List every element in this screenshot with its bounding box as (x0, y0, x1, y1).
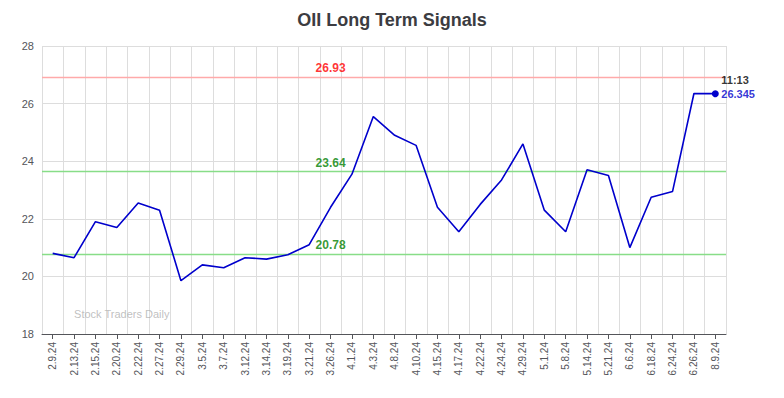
svg-text:26.345: 26.345 (721, 88, 755, 100)
svg-text:22: 22 (22, 213, 34, 225)
svg-text:5.8.24: 5.8.24 (560, 342, 571, 370)
svg-text:6.24.24: 6.24.24 (667, 342, 678, 376)
svg-text:4.24.24: 4.24.24 (496, 342, 507, 376)
svg-text:28: 28 (22, 40, 34, 52)
svg-text:26.93: 26.93 (316, 61, 346, 75)
svg-text:4.17.24: 4.17.24 (453, 342, 464, 376)
svg-text:5.14.24: 5.14.24 (582, 342, 593, 376)
svg-text:4.10.24: 4.10.24 (411, 342, 422, 376)
svg-text:4.8.24: 4.8.24 (389, 342, 400, 370)
svg-text:2.15.24: 2.15.24 (90, 342, 101, 376)
svg-text:4.15.24: 4.15.24 (432, 342, 443, 376)
svg-text:8.9.24: 8.9.24 (710, 342, 721, 370)
svg-text:4.3.24: 4.3.24 (368, 342, 379, 370)
svg-text:4.22.24: 4.22.24 (475, 342, 486, 376)
svg-text:3.7.24: 3.7.24 (218, 342, 229, 370)
svg-text:3.19.24: 3.19.24 (282, 342, 293, 376)
svg-text:3.14.24: 3.14.24 (261, 342, 272, 376)
svg-text:6.6.24: 6.6.24 (624, 342, 635, 370)
svg-text:24: 24 (22, 155, 34, 167)
svg-text:Stock Traders Daily: Stock Traders Daily (74, 308, 170, 320)
svg-text:20.78: 20.78 (316, 238, 346, 252)
svg-text:2.22.24: 2.22.24 (133, 342, 144, 376)
svg-text:11:13: 11:13 (721, 74, 749, 86)
svg-text:3.26.24: 3.26.24 (325, 342, 336, 376)
svg-text:2.13.24: 2.13.24 (69, 342, 80, 376)
svg-text:18: 18 (22, 328, 34, 340)
svg-text:3.12.24: 3.12.24 (240, 342, 251, 376)
svg-text:OII Long Term Signals: OII Long Term Signals (297, 10, 487, 30)
svg-text:2.29.24: 2.29.24 (175, 342, 186, 376)
svg-text:5.21.24: 5.21.24 (603, 342, 614, 376)
svg-text:4.29.24: 4.29.24 (517, 342, 528, 376)
svg-text:4.1.24: 4.1.24 (346, 342, 357, 370)
svg-text:20: 20 (22, 270, 34, 282)
svg-text:26: 26 (22, 98, 34, 110)
svg-text:6.18.24: 6.18.24 (646, 342, 657, 376)
svg-text:5.1.24: 5.1.24 (539, 342, 550, 370)
svg-text:3.21.24: 3.21.24 (304, 342, 315, 376)
svg-text:2.9.24: 2.9.24 (47, 342, 58, 370)
svg-text:3.5.24: 3.5.24 (197, 342, 208, 370)
svg-text:6.26.24: 6.26.24 (688, 342, 699, 376)
svg-text:23.64: 23.64 (316, 156, 346, 170)
svg-text:2.20.24: 2.20.24 (111, 342, 122, 376)
svg-text:2.27.24: 2.27.24 (154, 342, 165, 376)
